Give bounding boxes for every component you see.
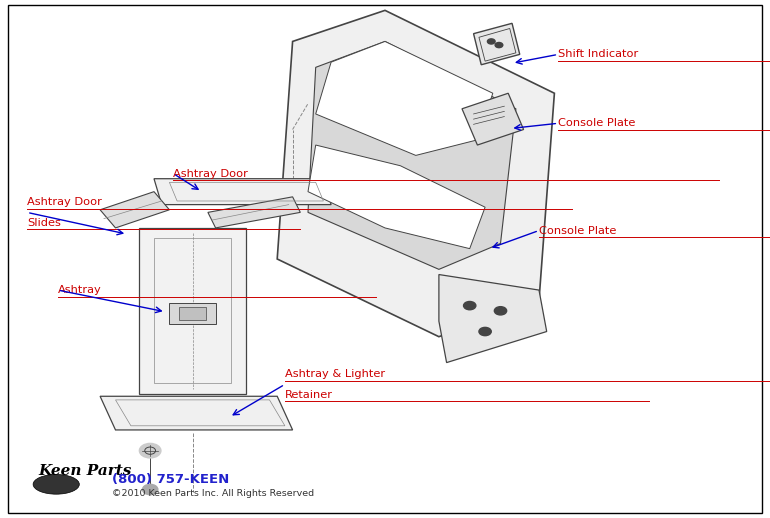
Circle shape bbox=[464, 301, 476, 310]
Text: Slides: Slides bbox=[27, 218, 61, 228]
Text: Keen Parts: Keen Parts bbox=[38, 464, 132, 479]
Text: Console Plate: Console Plate bbox=[539, 225, 616, 236]
Polygon shape bbox=[462, 93, 524, 145]
Polygon shape bbox=[139, 228, 246, 394]
Polygon shape bbox=[179, 307, 206, 320]
Circle shape bbox=[479, 327, 491, 336]
Text: Ashtray Door: Ashtray Door bbox=[173, 168, 248, 179]
Polygon shape bbox=[154, 179, 331, 205]
Polygon shape bbox=[169, 303, 216, 324]
Polygon shape bbox=[439, 275, 547, 363]
Ellipse shape bbox=[33, 474, 79, 494]
Text: Shift Indicator: Shift Indicator bbox=[558, 49, 638, 60]
Polygon shape bbox=[308, 41, 516, 269]
Text: Ashtray Door: Ashtray Door bbox=[27, 197, 102, 207]
Circle shape bbox=[487, 39, 495, 44]
Circle shape bbox=[142, 484, 158, 495]
Polygon shape bbox=[100, 192, 169, 228]
Text: (800) 757-KEEN: (800) 757-KEEN bbox=[112, 472, 229, 486]
Text: Retainer: Retainer bbox=[285, 390, 333, 400]
Circle shape bbox=[494, 307, 507, 315]
Polygon shape bbox=[474, 23, 520, 65]
Polygon shape bbox=[100, 396, 293, 430]
Text: Ashtray: Ashtray bbox=[58, 285, 102, 295]
Polygon shape bbox=[208, 197, 300, 228]
Text: Ashtray & Lighter: Ashtray & Lighter bbox=[285, 369, 385, 379]
Polygon shape bbox=[308, 145, 485, 249]
Polygon shape bbox=[316, 41, 493, 155]
Circle shape bbox=[139, 443, 161, 458]
Text: ©2010 Keen Parts Inc. All Rights Reserved: ©2010 Keen Parts Inc. All Rights Reserve… bbox=[112, 488, 314, 498]
Text: Console Plate: Console Plate bbox=[558, 118, 635, 128]
Circle shape bbox=[495, 42, 503, 48]
Polygon shape bbox=[277, 10, 554, 337]
